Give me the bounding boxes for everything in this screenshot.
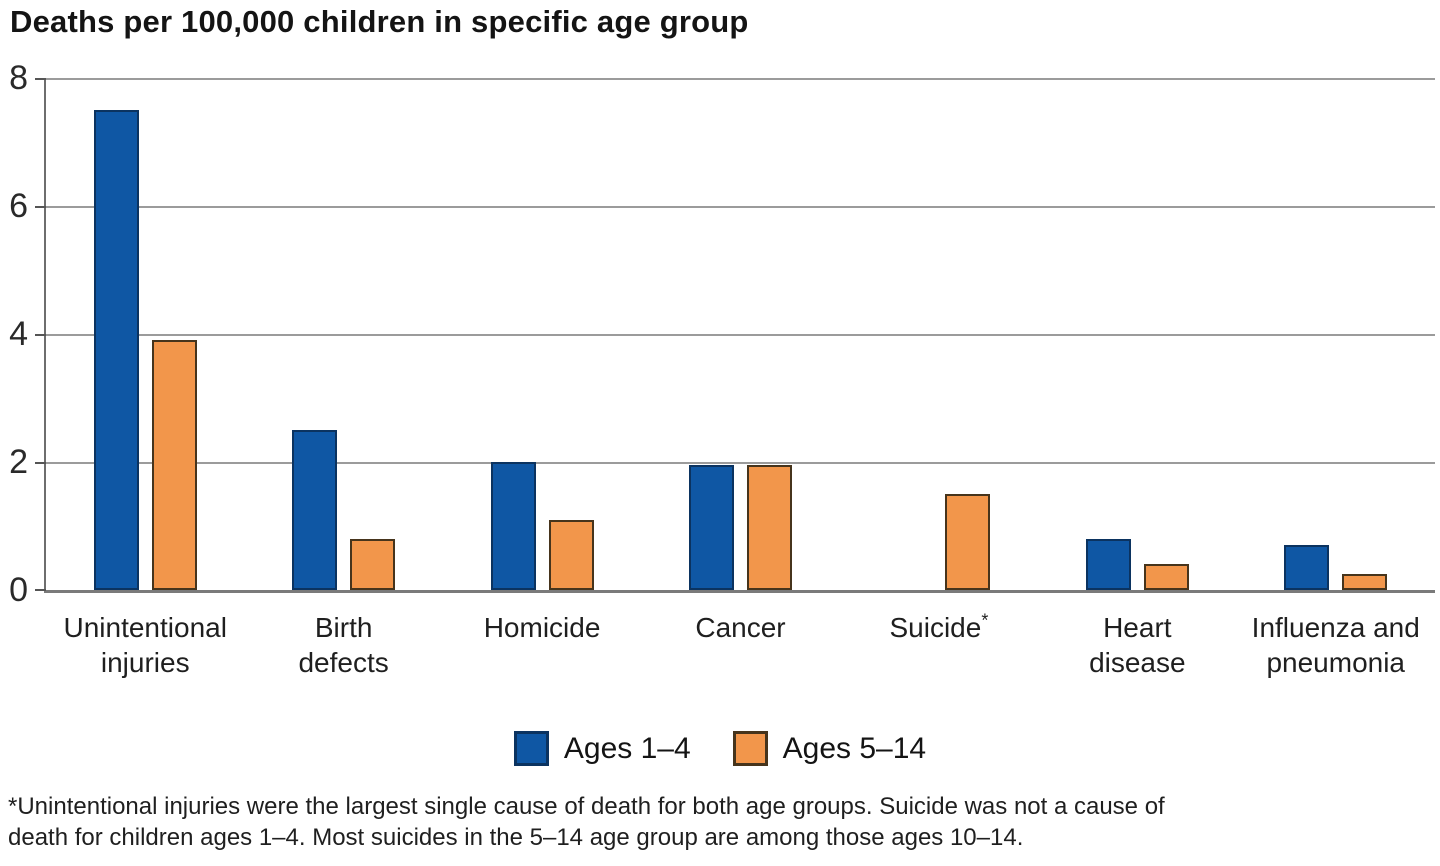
y-tick-2 — [35, 462, 46, 464]
legend-label-0: Ages 1–4 — [563, 731, 691, 765]
y-tick-label-2: 2 — [9, 443, 28, 481]
footnote: *Unintentional injuries were the largest… — [8, 791, 1408, 853]
bar-ages-5-14 — [1143, 564, 1189, 590]
bar-ages-5-14 — [1342, 574, 1388, 590]
legend-swatch-1 — [732, 731, 768, 766]
bar-ages-1-4 — [490, 462, 536, 590]
y-tick-6 — [35, 206, 46, 208]
y-tick-label-0: 0 — [9, 571, 28, 609]
bar-group-6 — [1237, 78, 1435, 590]
bar-ages-1-4 — [1284, 545, 1330, 590]
y-tick-4 — [35, 334, 46, 336]
bar-ages-5-14 — [746, 465, 792, 590]
legend-label-1: Ages 5–14 — [782, 731, 927, 765]
category-label-0: Unintentional injuries — [63, 612, 227, 678]
bar-ages-5-14 — [350, 538, 396, 590]
bar-group-5 — [1038, 78, 1236, 590]
bar-group-2 — [443, 78, 641, 590]
bar-ages-5-14 — [945, 494, 991, 590]
asterisk-superscript: * — [981, 610, 989, 631]
bar-group-0 — [46, 78, 244, 590]
bar-ages-1-4 — [688, 465, 734, 590]
bar-ages-5-14 — [548, 519, 594, 590]
category-label-1: Birth defects — [298, 612, 389, 678]
category-label-6: Influenza and pneumonia — [1251, 612, 1420, 678]
gridline-6 — [46, 206, 1435, 208]
legend-item-1: Ages 5–14 — [732, 731, 927, 766]
gridline-4 — [46, 334, 1435, 336]
plot-area: 0 2 4 6 8 — [9, 59, 1435, 609]
chart-title: Deaths per 100,000 children in specific … — [10, 4, 749, 39]
bar-ages-1-4 — [93, 110, 139, 590]
gridline-8 — [46, 78, 1435, 80]
bar-ages-5-14 — [151, 340, 197, 590]
footnote-line: *Unintentional injuries were the largest… — [8, 793, 1165, 820]
footnote-line: death for children ages 1–4. Most suicid… — [8, 824, 1024, 851]
category-label-3: Cancer — [695, 612, 786, 643]
x-axis-line — [44, 590, 1435, 593]
bar-ages-1-4 — [292, 430, 338, 590]
category-label-2: Homicide — [483, 612, 601, 643]
legend-swatch-0 — [513, 731, 549, 766]
y-tick-label-6: 6 — [9, 187, 28, 225]
bar-ages-1-4 — [1085, 538, 1131, 590]
bar-groups — [46, 78, 1435, 590]
bar-group-4 — [840, 78, 1038, 590]
legend: Ages 1–4 Ages 5–14 — [0, 731, 1440, 766]
y-tick-0 — [35, 589, 46, 591]
bar-group-1 — [244, 78, 442, 590]
legend-item-0: Ages 1–4 — [513, 731, 691, 766]
bar-group-3 — [641, 78, 839, 590]
y-tick-label-4: 4 — [9, 315, 28, 353]
category-label-4: Suicide* — [889, 610, 989, 643]
category-labels: Unintentional injuries Birth defects Homicid… — [46, 610, 1435, 680]
category-label-5: Heart disease — [1089, 612, 1186, 678]
y-tick-8 — [35, 78, 46, 80]
y-tick-label-8: 8 — [9, 59, 28, 97]
gridline-2 — [46, 462, 1435, 464]
